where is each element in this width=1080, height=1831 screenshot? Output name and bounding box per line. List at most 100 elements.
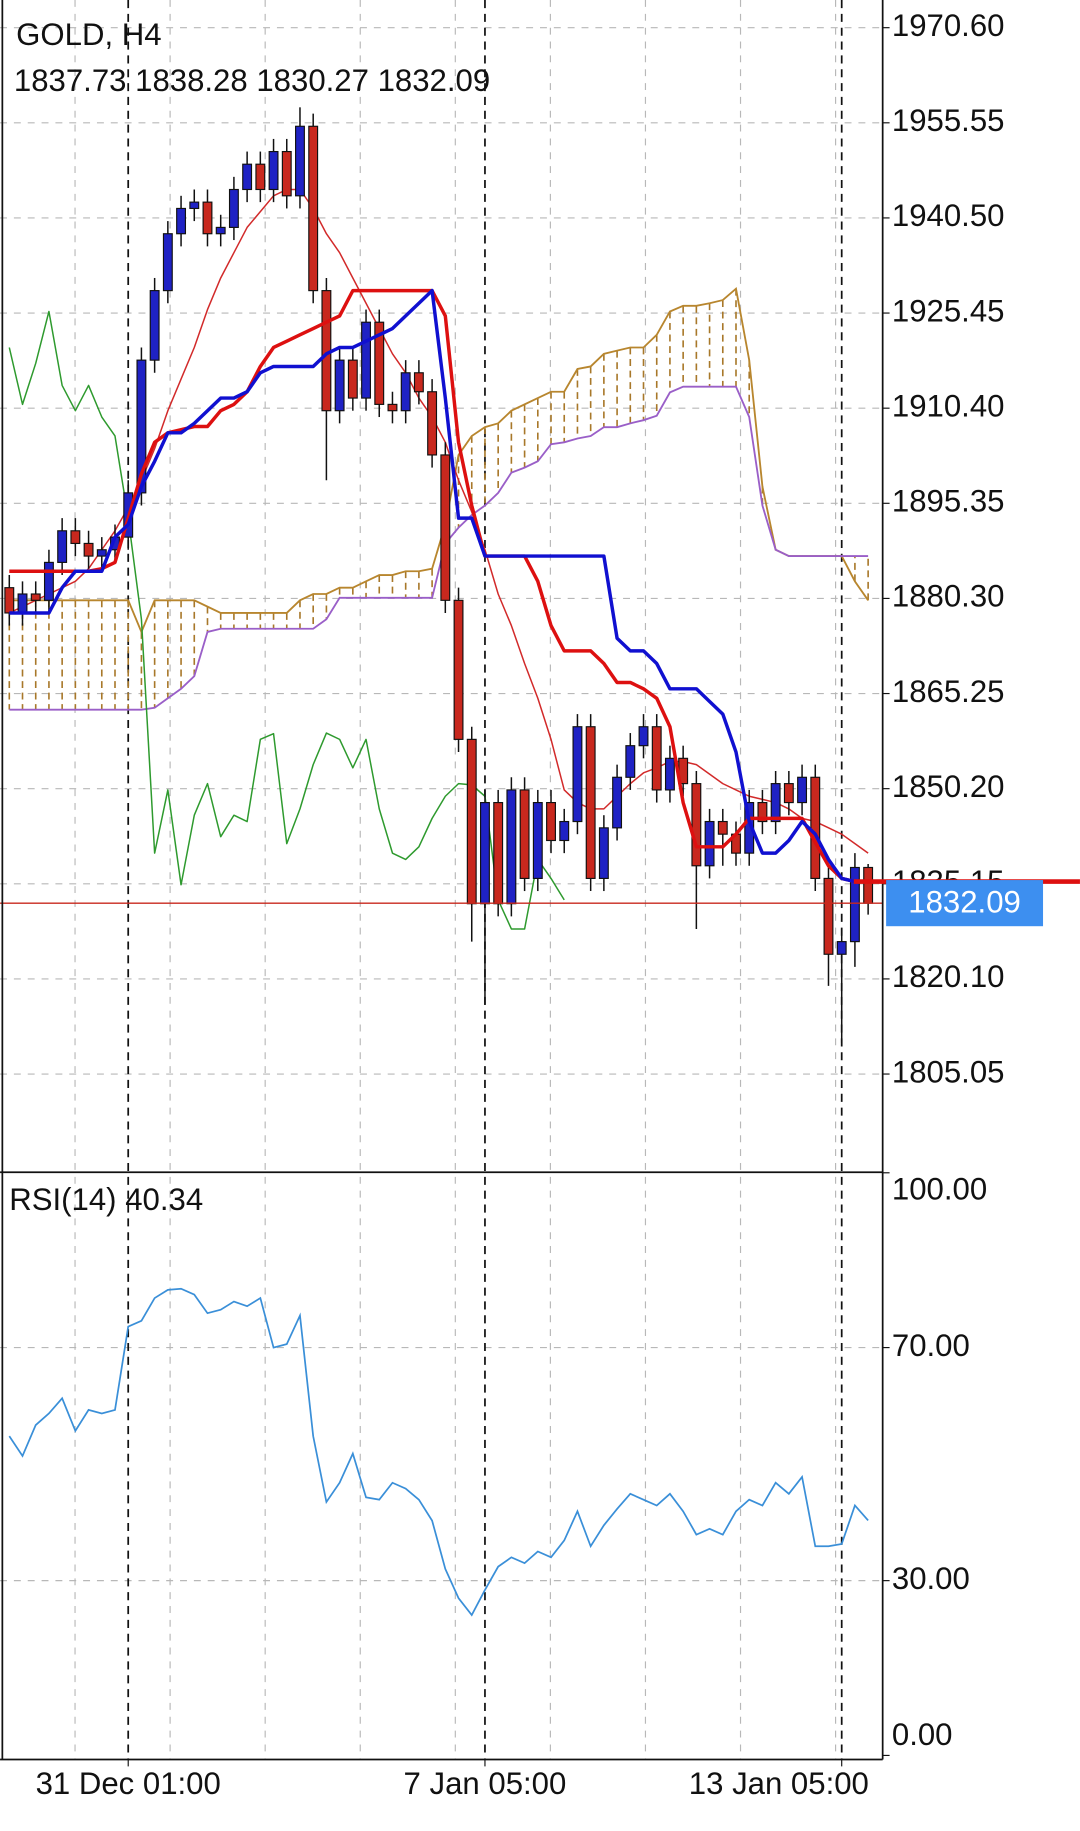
candle-body (57, 530, 68, 563)
candle-body (255, 163, 266, 191)
y-tick-label: 1850.20 (892, 769, 1005, 804)
candle-body (479, 801, 490, 905)
candle-body (347, 359, 358, 399)
x-tick-label: 31 Dec 01:00 (36, 1766, 221, 1801)
candle-body (519, 789, 530, 879)
high-value: 1838.28 (135, 63, 248, 98)
candle-body (532, 801, 543, 879)
axis-layer: 1970.60 1955.55 1940.50 1925.45 1910.40 1895.… (36, 8, 1080, 1801)
candle-body (559, 820, 570, 842)
rsi-value: 40.34 (125, 1182, 203, 1217)
candle-body (427, 391, 438, 456)
candle-body (572, 726, 583, 823)
candle-body (268, 150, 279, 191)
candle-body (361, 321, 372, 399)
y-tick-label: 1895.35 (892, 484, 1005, 519)
candle-body (849, 866, 860, 943)
candle-body (466, 738, 477, 905)
candle-body (836, 941, 847, 955)
candle-body (651, 726, 662, 791)
candle-body (215, 226, 226, 235)
candle-body (228, 188, 239, 228)
x-tick-label: 13 Jan 05:00 (689, 1766, 869, 1801)
y-tick-label: 1925.45 (892, 293, 1005, 328)
price-tag-label: 1832.09 (908, 885, 1021, 920)
candle-body (30, 593, 41, 601)
y-tick-label: 70.00 (892, 1328, 970, 1363)
candle-body (202, 201, 213, 235)
candle-body (625, 745, 636, 778)
rsi-title: RSI(14) 40.34 (9, 1182, 203, 1217)
candle-body (585, 726, 596, 879)
x-tick-label: 7 Jan 05:00 (404, 1766, 567, 1801)
close-value: 1832.09 (378, 63, 491, 98)
rsi-name: RSI(14) (9, 1182, 116, 1217)
rsi-line (8, 1287, 869, 1617)
candle-body (189, 201, 200, 210)
candle-body (4, 587, 15, 614)
candle-body (413, 372, 424, 393)
candle-body (176, 207, 187, 235)
y-tick-label: 1880.30 (892, 579, 1005, 614)
span-a-line (9, 286, 869, 635)
candle-body (387, 403, 398, 412)
span-b-line (9, 385, 869, 711)
candle-body (704, 820, 715, 867)
candle-body (823, 877, 834, 955)
candle-body (638, 726, 649, 747)
y-tick-label: 1820.10 (892, 959, 1005, 994)
candle-body (149, 290, 160, 361)
candle-body (810, 776, 821, 879)
candle-body (757, 801, 768, 823)
candle-body (598, 827, 609, 879)
y-tick-label: 1805.05 (892, 1054, 1005, 1089)
candle-body (17, 593, 28, 614)
candle-body (136, 359, 147, 494)
candle-body (242, 163, 253, 191)
candle-body (308, 125, 319, 292)
candle-body (691, 783, 702, 867)
candle-body (863, 866, 874, 904)
symbol-title: GOLD, H4 (16, 17, 161, 52)
candle-body (43, 561, 54, 601)
candle-body (453, 599, 464, 740)
candle-body (440, 454, 451, 601)
y-tick-label: 1910.40 (892, 388, 1005, 423)
price-tag (886, 880, 1044, 927)
candle-body (506, 789, 517, 905)
candle-body (295, 125, 305, 197)
candle-body (664, 757, 675, 791)
main-pane (0, 107, 883, 1043)
ohlc-readout: 1837.73 1838.28 1830.27 1832.09 (14, 63, 490, 98)
candle-body (70, 530, 81, 545)
candle-body (770, 783, 781, 823)
y-tick-label: 1955.55 (892, 103, 1005, 138)
candle-body (374, 321, 385, 405)
indicator-line (8, 188, 869, 854)
candle-body (162, 233, 173, 292)
candle-body (783, 783, 794, 804)
candle-body (612, 776, 623, 829)
rsi-pane (8, 1287, 869, 1617)
y-tick-label: 30.00 (892, 1561, 970, 1596)
candle-body (717, 820, 728, 835)
candle-body (334, 359, 345, 412)
candle-body (546, 801, 556, 842)
candle-body (400, 372, 411, 412)
y-tick-label: 1940.50 (892, 198, 1005, 233)
y-tick-label: 100.00 (892, 1171, 987, 1206)
y-tick-label: 1970.60 (892, 8, 1005, 43)
y-tick-label: 1865.25 (892, 674, 1005, 709)
candle-body (96, 549, 107, 557)
open-value: 1837.73 (14, 63, 127, 98)
candle-body (281, 150, 292, 197)
candle-body (797, 776, 808, 804)
indicator-line-bold (9, 288, 869, 884)
indicator-line-bold (9, 288, 869, 884)
candle-body (493, 801, 504, 905)
candle-body (83, 542, 94, 557)
y-tick-label: 0.00 (892, 1717, 953, 1752)
low-value: 1830.27 (256, 63, 369, 98)
